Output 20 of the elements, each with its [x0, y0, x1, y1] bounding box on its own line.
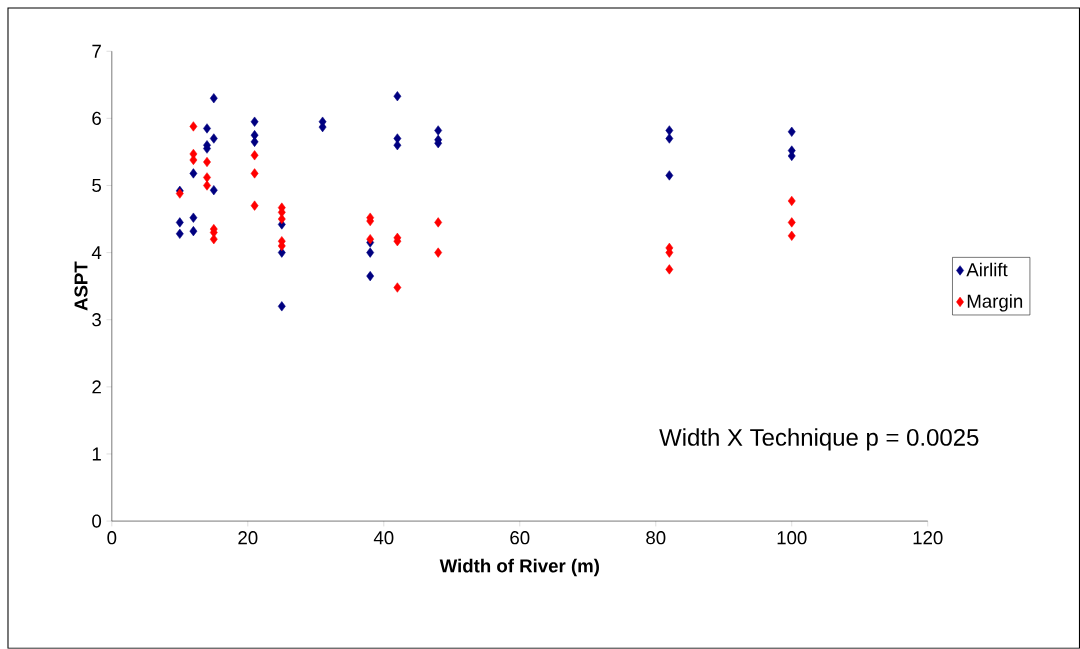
y-tick-label: 0	[92, 514, 102, 528]
x-tick-label: 100	[777, 531, 807, 545]
y-tick-label: 5	[92, 179, 102, 193]
legend-label: Margin	[967, 294, 1023, 312]
x-tick-label: 120	[913, 531, 943, 545]
y-tick-label: 2	[92, 380, 101, 394]
y-tick-label: 3	[92, 313, 101, 327]
x-tick-label: 20	[238, 531, 258, 545]
annotation: Width X Technique p = 0.0025	[659, 428, 979, 451]
legend-label: Airlift	[966, 262, 1008, 277]
x-axis-title: Width of River (m)	[439, 558, 599, 577]
x-tick-label: 60	[510, 531, 530, 545]
y-axis-title: ASPT	[74, 261, 88, 311]
x-tick-label: 0	[107, 531, 117, 545]
x-tick-label: 40	[373, 531, 394, 545]
y-tick-label: 1	[92, 447, 101, 461]
y-tick-label: 4	[91, 246, 102, 260]
y-tick-label: 6	[92, 111, 101, 126]
y-tick-label: 7	[92, 44, 101, 58]
x-tick-label: 80	[646, 531, 666, 545]
